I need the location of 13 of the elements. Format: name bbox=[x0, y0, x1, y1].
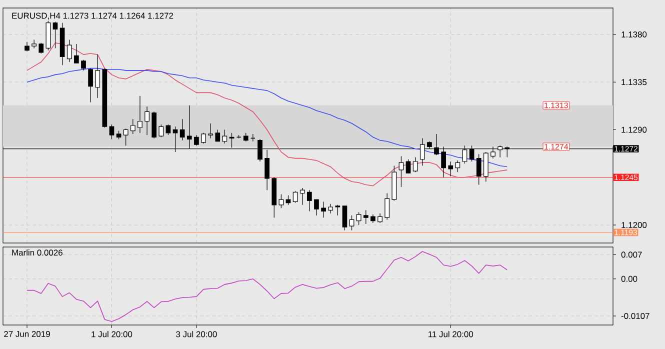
y-tick-label: 1.1200 bbox=[622, 222, 647, 228]
y-tick-label: 1.1335 bbox=[622, 79, 647, 86]
chart-title: Marlin 0.0026 bbox=[12, 249, 62, 256]
x-tick-label: 27 Jun 2019 bbox=[4, 331, 50, 338]
y-tick-label: -0.0107 bbox=[621, 312, 650, 319]
y-tick-label: 0.007 bbox=[621, 252, 642, 258]
x-tick-label: 3 Jul 20:00 bbox=[176, 331, 217, 338]
x-tick-label: 11 Jul 20:00 bbox=[428, 331, 474, 338]
y-tick-label: 1.1290 bbox=[622, 126, 647, 133]
chart-title: EURUSD,H4 1.1273 1.1274 1.1264 1.1272 bbox=[12, 12, 174, 20]
y-tick-label: 0.00 bbox=[621, 276, 638, 282]
y-tick-label: 1.1380 bbox=[622, 31, 647, 38]
x-tick-label: 1 Jul 20:00 bbox=[92, 331, 132, 338]
